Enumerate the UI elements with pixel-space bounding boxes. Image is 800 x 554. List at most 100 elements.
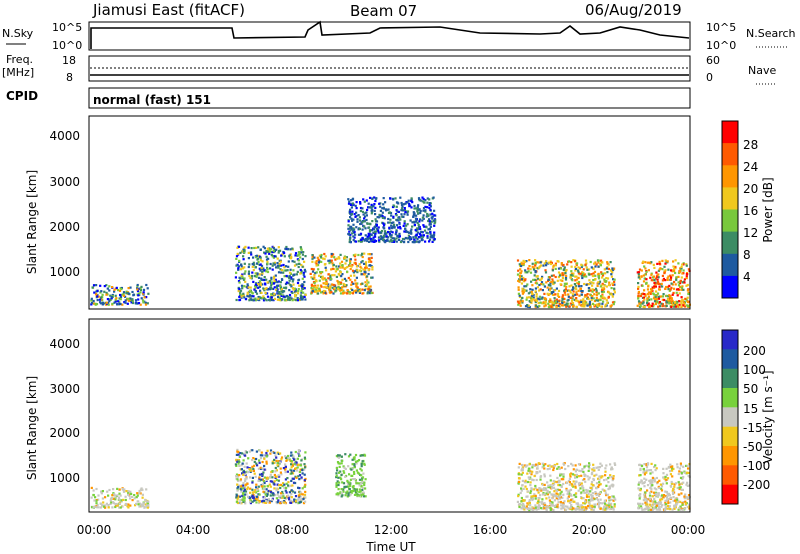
velocity-cell: [688, 484, 691, 487]
power-cell: [243, 262, 246, 265]
power-cell: [272, 256, 275, 259]
velocity-cell: [568, 483, 571, 486]
power-cell: [639, 294, 643, 298]
velocity-cell: [130, 492, 133, 495]
velocity-cell: [240, 468, 243, 471]
power-cell: [553, 297, 556, 300]
power-cell: [276, 288, 279, 291]
power-cell: [327, 277, 330, 280]
power-cell: [432, 235, 435, 238]
velocity-cell: [597, 468, 600, 471]
power-cell: [253, 288, 256, 291]
power-cell: [287, 282, 290, 285]
power-cell: [280, 271, 283, 274]
velocity-cell: [688, 503, 691, 506]
velocity-cell: [291, 454, 294, 457]
velocity-cell: [583, 491, 586, 494]
power-cell: [554, 262, 557, 265]
velocity-cell: [294, 450, 297, 454]
velocity-cell: [351, 478, 354, 481]
power-cell: [354, 262, 357, 266]
velocity-cell: [559, 500, 562, 504]
power-cell: [564, 293, 567, 296]
power-cell: [281, 252, 284, 256]
power-cell: [395, 209, 398, 212]
power-cell: [273, 286, 276, 289]
nsearch-tick-low: 10^0: [706, 39, 736, 52]
velocity-cell: [675, 498, 678, 501]
velocity-cell: [280, 492, 283, 495]
power-cell: [418, 197, 421, 201]
power-cell: [432, 233, 435, 236]
velocity-cell: [583, 465, 586, 468]
power-cell: [664, 279, 667, 282]
velocity-cell: [120, 500, 123, 503]
velocity-cell: [94, 496, 97, 499]
power-cell: [426, 232, 429, 235]
velocity-cell: [537, 491, 540, 494]
velocity-cell: [533, 464, 537, 467]
power-cell: [410, 206, 413, 209]
power-cell: [427, 228, 430, 231]
power-cell: [589, 294, 592, 297]
velocity-cell: [552, 486, 556, 489]
power-cell: [664, 269, 667, 272]
power-cell: [597, 261, 600, 264]
power-cell: [668, 302, 671, 305]
velocity-cell: [297, 475, 300, 478]
power-cell: [571, 274, 575, 277]
power-cell: [578, 285, 581, 288]
power-cell: [520, 264, 523, 268]
velocity-cell: [526, 507, 529, 511]
velocity-cell: [107, 504, 110, 507]
power-cell: [365, 214, 368, 217]
power-cell: [606, 266, 609, 269]
power-cell: [660, 295, 663, 298]
power-cell: [680, 267, 683, 270]
power-cell: [318, 274, 321, 277]
velocity-cell: [610, 498, 613, 501]
power-cell: [656, 301, 659, 304]
velocity-cell: [518, 505, 521, 509]
power-cell: [347, 227, 350, 230]
power-cell: [332, 283, 335, 287]
velocity-cell: [91, 506, 94, 509]
power-cell: [403, 220, 406, 223]
velocity-cell: [549, 484, 552, 487]
velocity-cell: [678, 470, 681, 473]
velocity-cell: [567, 465, 570, 468]
velocity-cell: [664, 501, 667, 504]
velocity-cell: [560, 504, 563, 507]
power-cell: [355, 201, 358, 204]
velocity-colorbar-swatch: [722, 484, 738, 505]
velocity-cell: [578, 505, 581, 508]
power-cell: [611, 282, 614, 285]
power-cell: [392, 225, 395, 228]
power-cell: [522, 262, 525, 265]
power-cell: [531, 288, 534, 291]
velocity-cell: [537, 499, 540, 502]
velocity-cell: [359, 467, 362, 470]
power-cell: [547, 302, 550, 305]
velocity-cell: [641, 502, 644, 505]
velocity-cell: [141, 496, 144, 499]
power-cell: [240, 263, 243, 266]
velocity-cell: [593, 505, 596, 508]
power-cell: [594, 265, 597, 268]
power-cell: [257, 276, 261, 279]
velocity-cell: [294, 495, 298, 498]
power-cell: [339, 292, 343, 295]
velocity-cell: [597, 485, 600, 488]
velocity-cell: [549, 474, 552, 477]
power-cell: [535, 275, 538, 278]
velocity-cell: [92, 489, 95, 492]
power-cell: [277, 246, 280, 249]
power-cell: [534, 261, 537, 264]
velocity-cell: [280, 473, 283, 476]
velocity-cell: [552, 484, 555, 487]
velocity-cell: [585, 464, 588, 467]
power-cell: [389, 239, 392, 242]
velocity-cell: [673, 505, 676, 508]
velocity-cell: [251, 500, 254, 503]
power-ytick-3000: 3000: [49, 175, 80, 189]
